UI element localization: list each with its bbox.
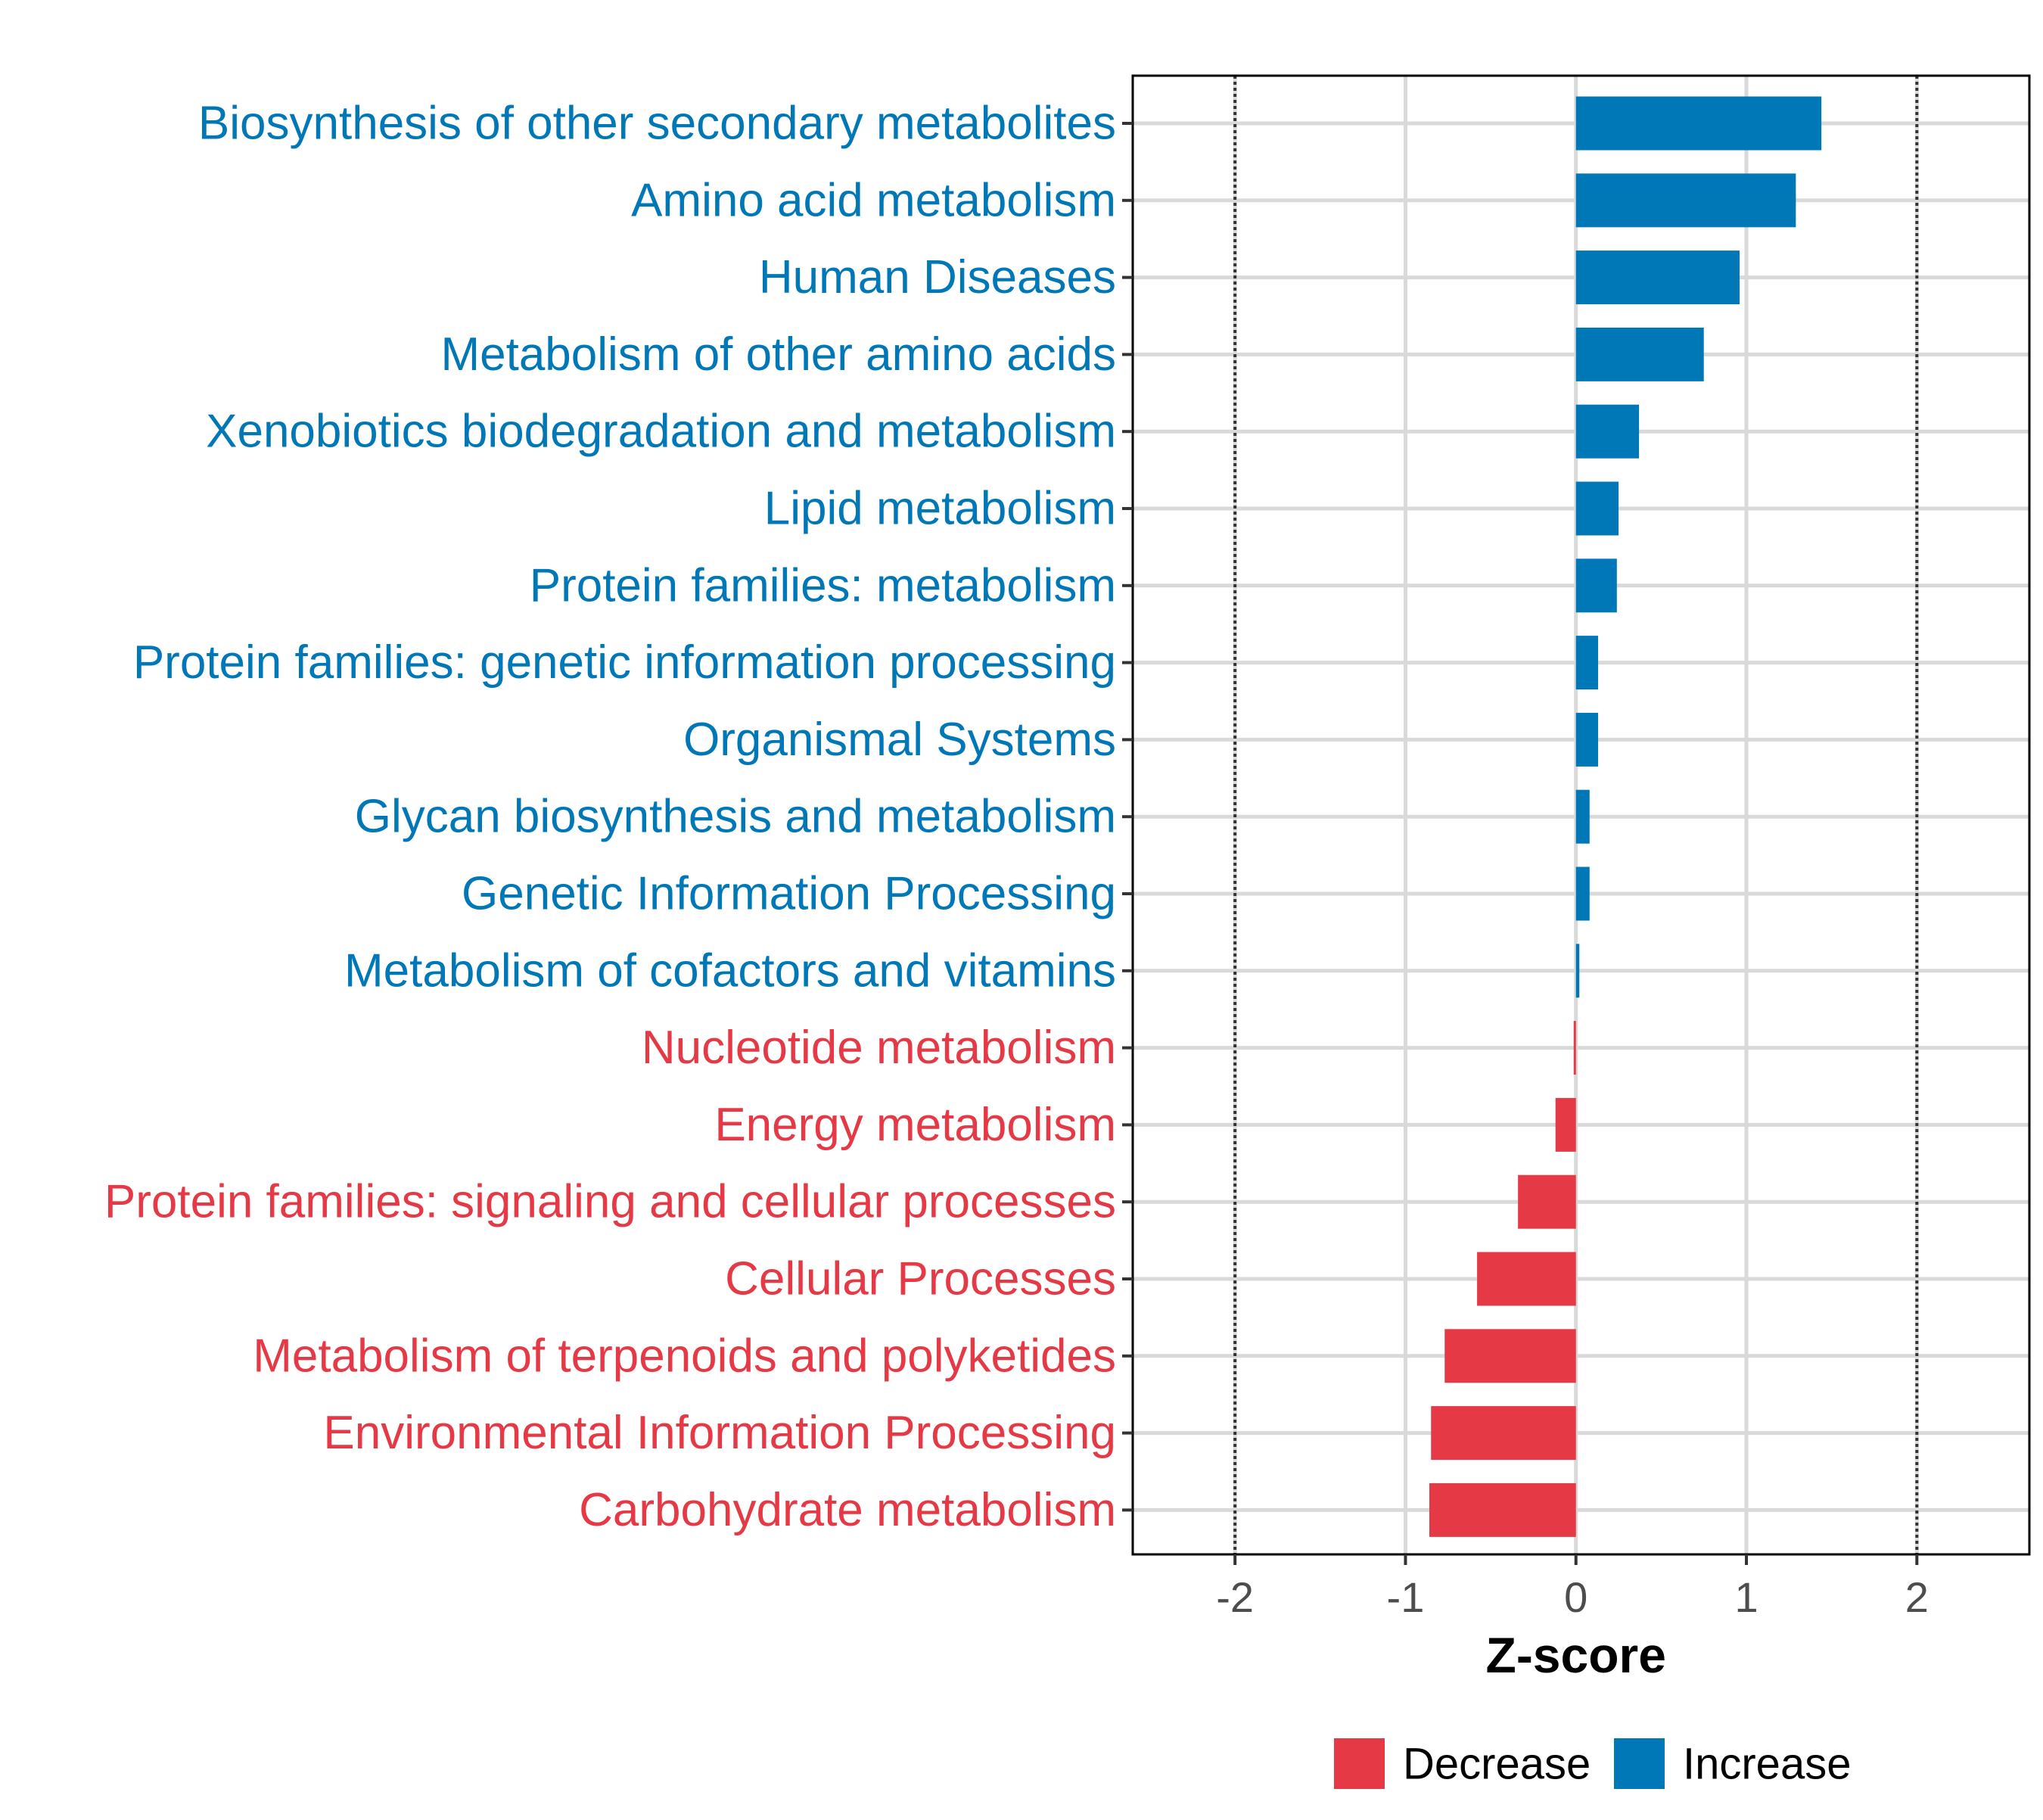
bar bbox=[1575, 712, 1599, 767]
category-label: Genetic Information Processing bbox=[462, 868, 1116, 920]
x-axis-title: Z-score bbox=[1486, 1627, 1666, 1683]
legend-swatch-increase bbox=[1614, 1738, 1665, 1789]
category-label: Glycan biosynthesis and metabolism bbox=[355, 791, 1116, 843]
bar bbox=[1575, 866, 1590, 921]
legend-label-decrease: Decrease bbox=[1403, 1740, 1591, 1789]
category-label: Nucleotide metabolism bbox=[642, 1022, 1116, 1074]
category-label: Cellular Processes bbox=[725, 1253, 1116, 1305]
category-label: Lipid metabolism bbox=[764, 483, 1116, 535]
bar bbox=[1575, 558, 1617, 613]
bars bbox=[1429, 96, 1822, 1537]
legend-label-increase: Increase bbox=[1683, 1740, 1851, 1789]
bar bbox=[1444, 1329, 1576, 1383]
bar bbox=[1429, 1482, 1576, 1537]
category-label: Protein families: genetic information pr… bbox=[133, 636, 1116, 689]
bar bbox=[1431, 1406, 1576, 1461]
category-label: Biosynthesis of other secondary metaboli… bbox=[198, 98, 1116, 150]
x-tick-label: 2 bbox=[1905, 1573, 1929, 1621]
category-label: Human Diseases bbox=[759, 251, 1116, 303]
category-label: Metabolism of other amino acids bbox=[440, 328, 1116, 381]
category-label: Metabolism of terpenoids and polyketides bbox=[253, 1330, 1116, 1382]
x-tick-label: 0 bbox=[1564, 1573, 1587, 1621]
panel-border bbox=[1131, 74, 2031, 1556]
bar bbox=[1518, 1174, 1576, 1229]
bar bbox=[1575, 173, 1796, 228]
bar bbox=[1477, 1252, 1576, 1306]
legend: Decrease Increase bbox=[1334, 1738, 1851, 1789]
reference-lines bbox=[1233, 76, 1919, 1554]
category-label: Amino acid metabolism bbox=[631, 174, 1116, 226]
bar bbox=[1575, 481, 1619, 536]
category-label: Environmental Information Processing bbox=[323, 1407, 1116, 1459]
bar bbox=[1575, 789, 1590, 844]
y-axis-ticks: Biosynthesis of other secondary metaboli… bbox=[104, 98, 1133, 1536]
x-axis-ticks: -2 -1 0 1 2 bbox=[1216, 1554, 1929, 1621]
category-label: Carbohydrate metabolism bbox=[579, 1484, 1116, 1536]
category-label: Organismal Systems bbox=[683, 714, 1116, 766]
bar bbox=[1575, 327, 1704, 381]
category-label: Metabolism of cofactors and vitamins bbox=[344, 944, 1116, 997]
x-tick-label: -2 bbox=[1216, 1573, 1254, 1621]
bar bbox=[1575, 96, 1822, 151]
bar bbox=[1555, 1097, 1576, 1152]
x-tick-label: 1 bbox=[1734, 1573, 1758, 1621]
bar bbox=[1573, 1021, 1576, 1075]
category-label: Energy metabolism bbox=[714, 1099, 1116, 1151]
bar bbox=[1575, 250, 1740, 305]
bar bbox=[1575, 404, 1640, 459]
bar bbox=[1575, 636, 1599, 690]
category-label: Protein families: signaling and cellular… bbox=[104, 1176, 1116, 1228]
category-label: Protein families: metabolism bbox=[530, 559, 1116, 611]
legend-swatch-decrease bbox=[1334, 1738, 1385, 1789]
category-label: Xenobiotics biodegradation and metabolis… bbox=[206, 406, 1116, 458]
x-tick-label: -1 bbox=[1387, 1573, 1425, 1621]
bar bbox=[1575, 944, 1580, 998]
